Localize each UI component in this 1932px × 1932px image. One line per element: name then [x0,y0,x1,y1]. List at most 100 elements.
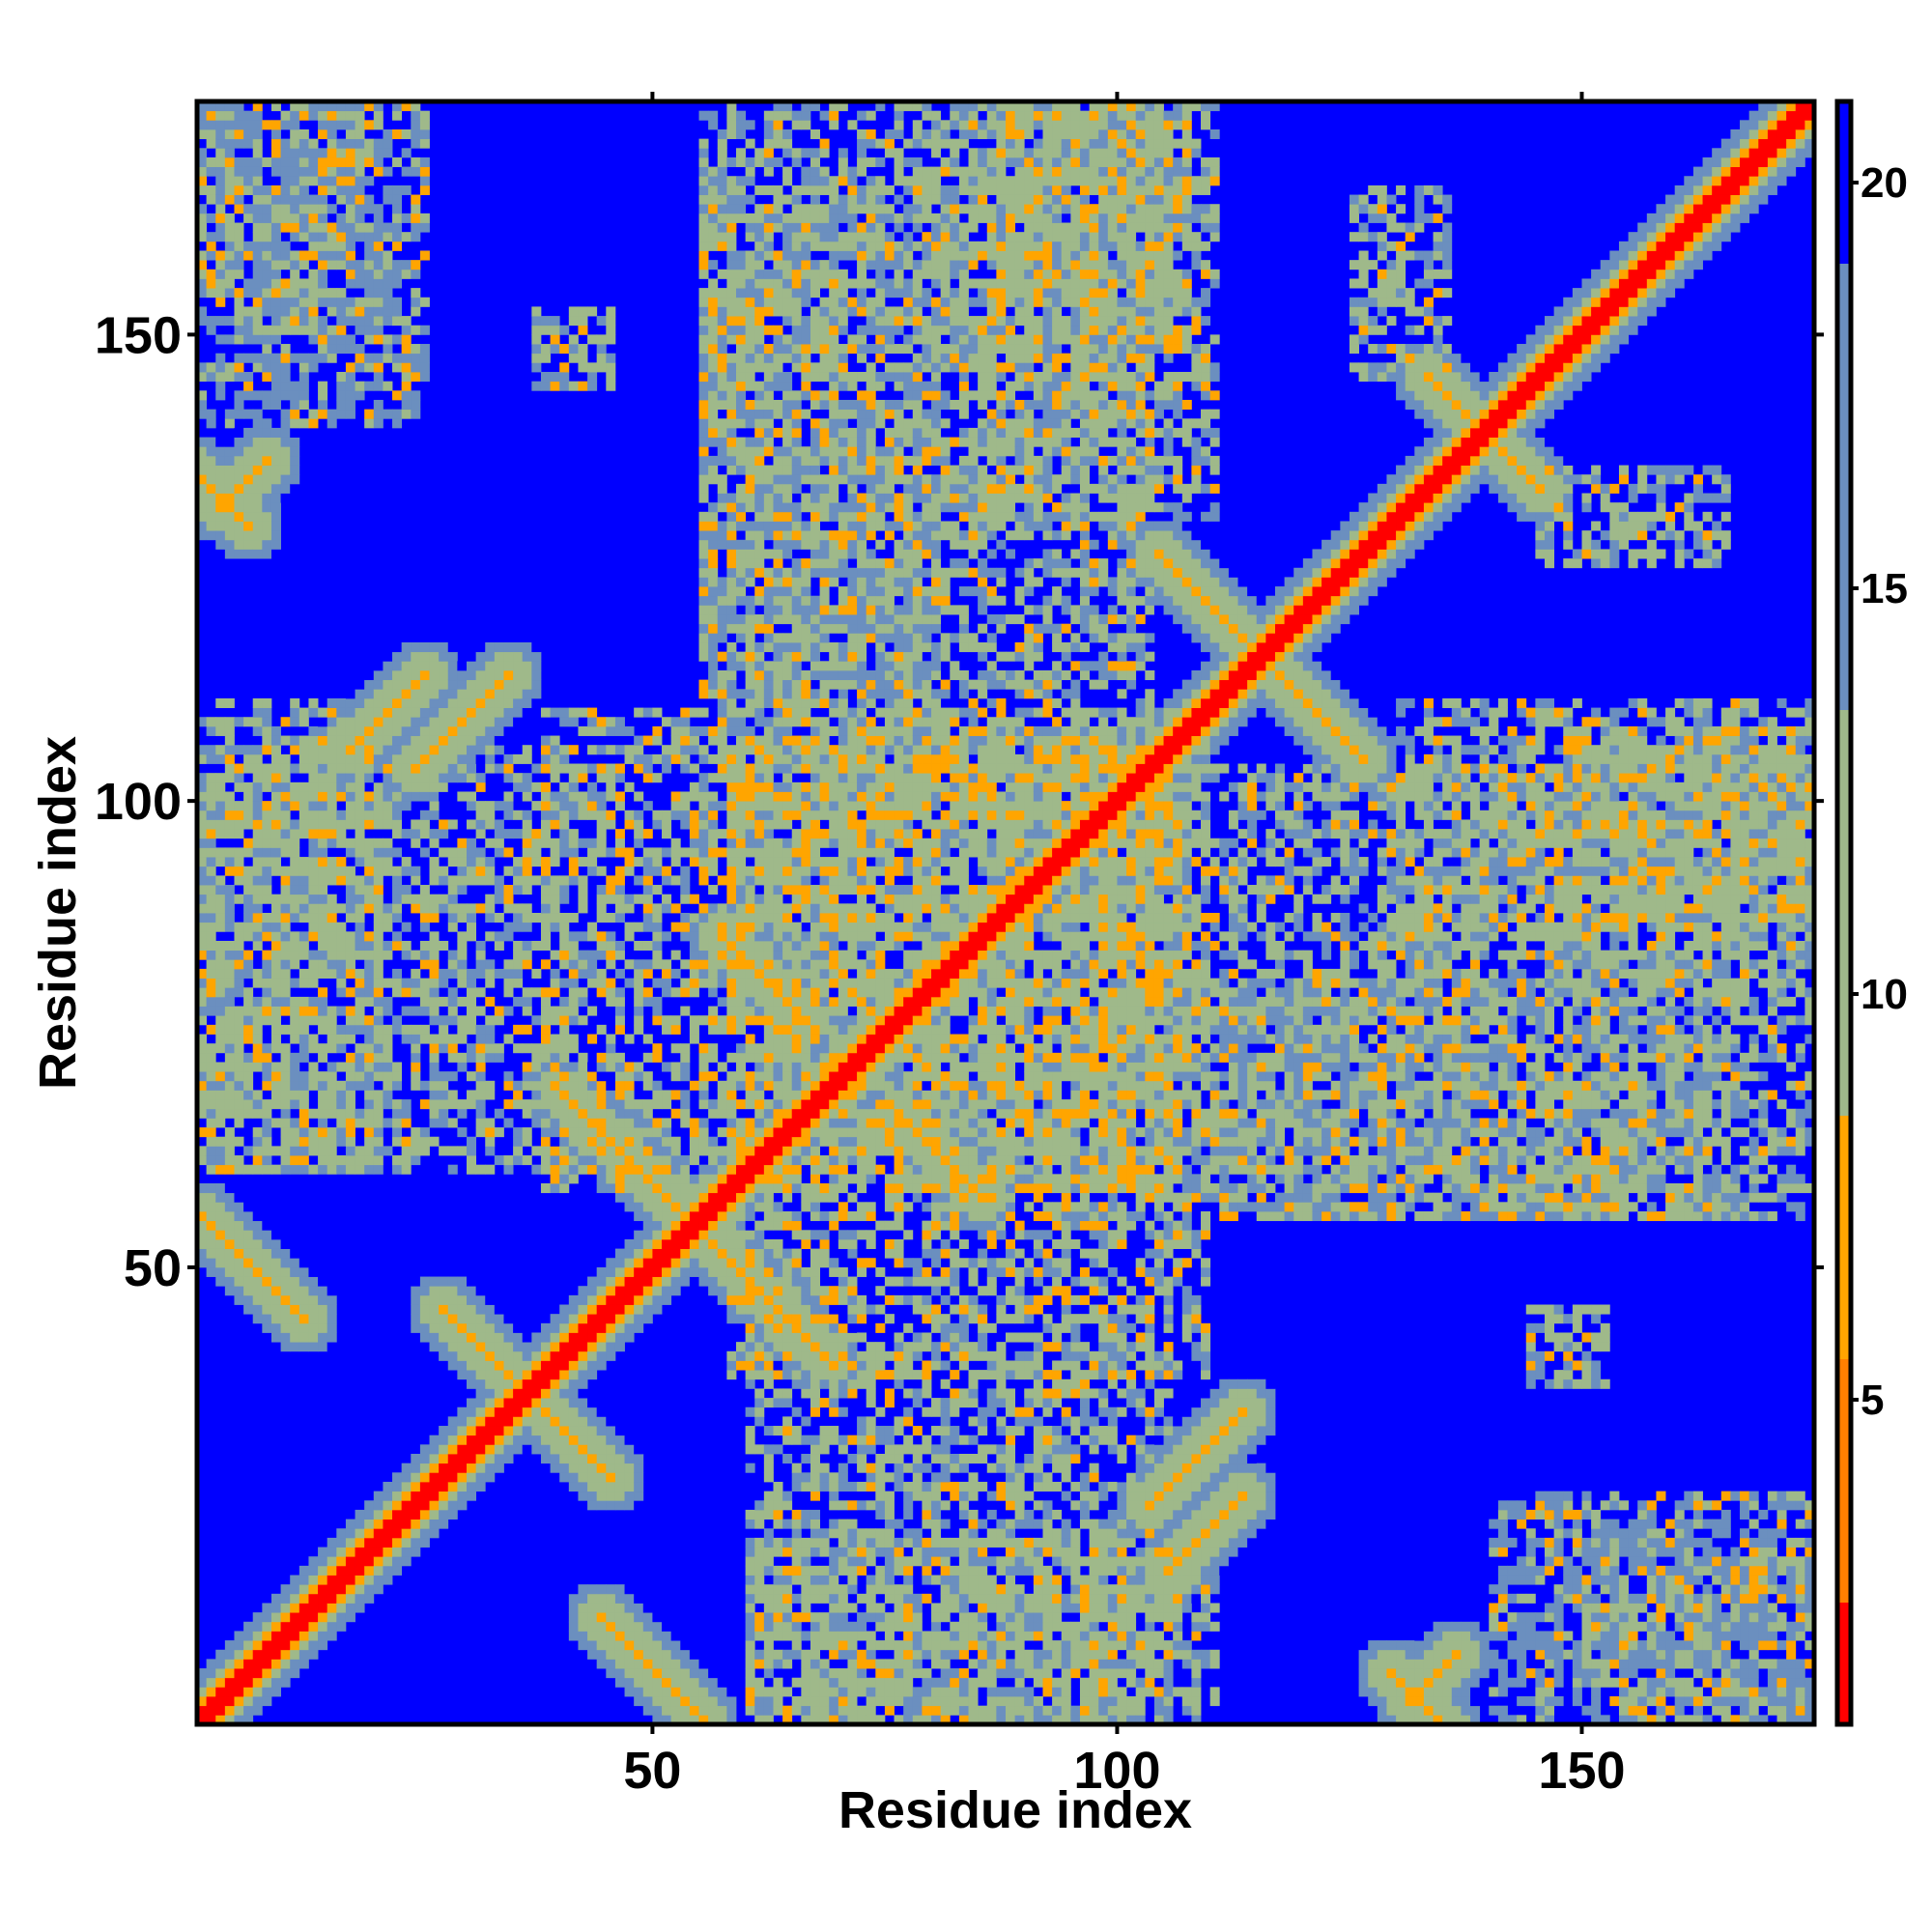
heatmap-cell [736,381,747,391]
heatmap-cell [252,1015,263,1026]
heatmap-cell [206,1043,216,1054]
heatmap-cell [503,1435,514,1445]
heatmap-cell [736,325,747,335]
heatmap-cell [364,950,375,960]
heatmap-cell [197,875,208,886]
heatmap-cell [215,1024,226,1035]
heatmap-cell [280,847,291,858]
heatmap-cell [531,316,542,327]
heatmap-cell [280,1631,291,1641]
heatmap-cell [736,269,747,279]
heatmap-cell [224,1136,235,1147]
heatmap-cell [252,511,263,522]
heatmap-cell [652,753,663,764]
heatmap-cell [531,1118,542,1128]
heatmap-cell [373,1146,384,1156]
heatmap-cell [698,968,709,979]
heatmap-cell [373,409,384,419]
heatmap-cell [634,1649,644,1660]
heatmap-cell [215,1715,226,1725]
heatmap-cell [717,586,727,597]
heatmap-cell [624,903,635,914]
heatmap-cell [642,1230,653,1240]
heatmap-cell [215,1146,226,1156]
heatmap-cell [494,1406,504,1417]
heatmap-cell [234,446,244,457]
heatmap-cell [689,1127,699,1138]
heatmap-cell [429,707,440,718]
heatmap-cell [290,278,300,289]
heatmap-cell [652,1174,663,1184]
heatmap-cell [318,213,328,223]
heatmap-cell [754,1266,765,1277]
heatmap-cell [754,1238,765,1249]
heatmap-cell [475,1350,486,1361]
heatmap-cell [467,1370,477,1380]
heatmap-cell [373,1043,384,1054]
heatmap-cell [336,1547,347,1557]
heatmap-cell [215,781,226,792]
heatmap-cell [270,987,281,998]
heatmap-cell [280,1248,291,1259]
heatmap-cell [327,1332,337,1343]
heatmap-cell [680,847,691,858]
heatmap-cell [308,968,319,979]
heatmap-cell [680,1705,691,1716]
heatmap-cell [596,1426,607,1436]
heatmap-cell [717,1015,727,1026]
heatmap-cell [243,781,254,792]
heatmap-cell [318,148,328,158]
heatmap-cell [355,1584,365,1595]
heatmap-cell [290,1649,300,1660]
heatmap-cell [280,455,291,466]
heatmap-cell [596,810,607,820]
heatmap-cell [457,903,468,914]
heatmap-cell [206,1248,216,1259]
heatmap-cell [540,1435,551,1445]
heatmap-cell [606,1454,616,1464]
heatmap-cell [364,707,375,718]
heatmap-cell [689,1174,699,1184]
heatmap-cell [252,1238,263,1249]
heatmap-cell [383,232,393,242]
heatmap-cell [531,1388,542,1399]
heatmap-cell [717,614,727,625]
heatmap-cell [197,110,208,121]
heatmap-cell [447,735,458,746]
heatmap-cell [215,1099,226,1110]
heatmap-cell [243,493,254,503]
heatmap-cell [206,959,216,970]
heatmap-cell [234,260,244,270]
heatmap-cell [318,241,328,251]
heatmap-cell [345,297,355,307]
heatmap-cell [708,1015,719,1026]
heatmap-cell [475,725,486,736]
heatmap-cell [745,334,755,345]
heatmap-cell [298,801,309,811]
heatmap-cell [411,1519,421,1529]
heatmap-cell [252,847,263,858]
heatmap-cell [280,446,291,457]
heatmap-cell [234,437,244,447]
heatmap-cell [485,1360,496,1371]
heatmap-cell [587,781,598,792]
heatmap-cell [485,1463,496,1473]
heatmap-cell [215,1220,226,1231]
heatmap-cell [745,1314,755,1324]
heatmap-cell [559,1080,570,1091]
heatmap-cell [327,185,337,195]
heatmap-cell [439,1314,449,1324]
heatmap-cell [439,1099,449,1110]
heatmap-cell [336,950,347,960]
heatmap-cell [494,735,504,746]
heatmap-cell [234,138,244,149]
heatmap-cell [318,753,328,764]
heatmap-cell [197,1108,208,1119]
heatmap-cell [522,1426,532,1436]
heatmap-cell [754,288,765,298]
heatmap-cell [670,1258,681,1268]
heatmap-cell [717,1164,727,1175]
heatmap-cell [578,763,588,774]
heatmap-cell [280,1108,291,1119]
heatmap-cell [401,885,412,895]
